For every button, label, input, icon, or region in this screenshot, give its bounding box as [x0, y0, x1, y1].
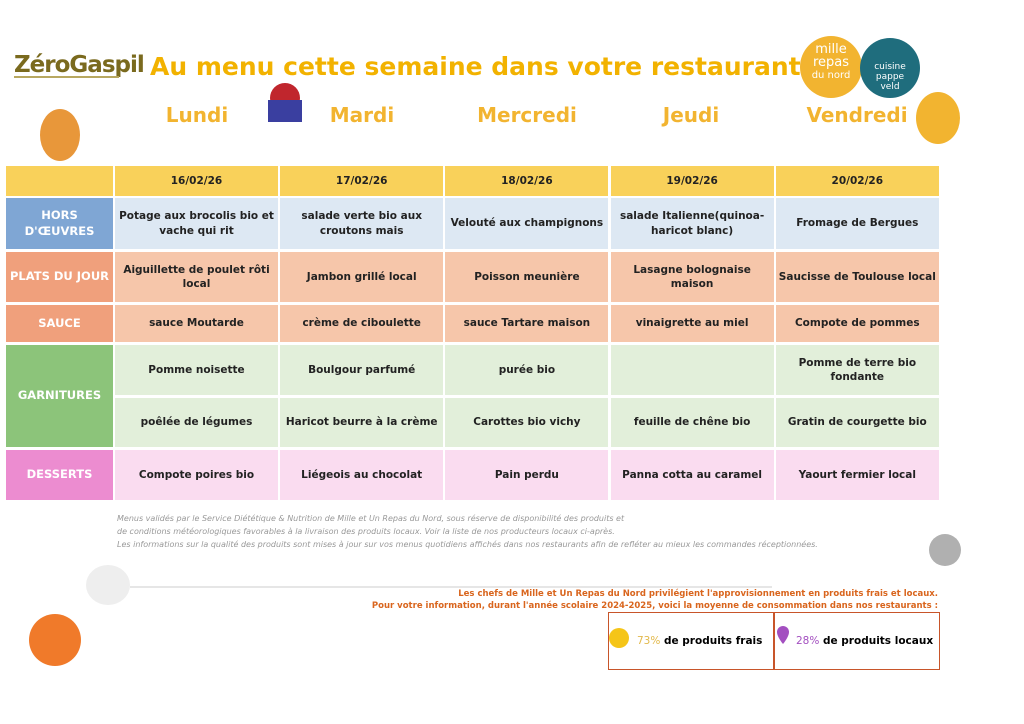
- day-name: Lundi: [165, 103, 229, 127]
- brand-text: pappe: [875, 72, 905, 82]
- menu-cell: purée bio: [445, 345, 609, 395]
- menu-cell: Aiguillette de poulet rôti local: [115, 252, 278, 302]
- row-label: DESSERTS: [6, 450, 113, 500]
- day-name: Mardi: [329, 103, 395, 127]
- stat-value: 73%: [637, 635, 661, 647]
- brand-text: repas: [812, 55, 850, 70]
- brand-text: mille: [815, 42, 847, 57]
- row-label: HORS D'ŒUVRES: [6, 198, 113, 249]
- menu-cell: Panna cotta au caramel: [610, 450, 774, 500]
- menu-cell: Velouté aux champignons: [445, 198, 609, 249]
- row-label: PLATS DU JOUR: [6, 252, 113, 302]
- header-cell: [6, 166, 113, 196]
- menu-cell: Compote de pommes: [775, 305, 939, 342]
- brand-text: veld: [880, 82, 900, 92]
- menu-cell: Haricot beurre à la crème: [280, 398, 444, 447]
- message: Pour votre information, durant l'année s…: [371, 601, 938, 611]
- note: Menus validés par le Service Diététique …: [117, 514, 625, 523]
- date-cell: 18/02/26: [445, 166, 609, 196]
- menu-cell: Pomme de terre bio fondante: [775, 345, 939, 395]
- date-cell: 20/02/26: [775, 166, 939, 196]
- date-cell: 17/02/26: [280, 166, 444, 196]
- day-name: Mercredi: [477, 103, 577, 127]
- pin-icon: [777, 626, 789, 644]
- brand-badge: cuisine pappe veld: [860, 38, 920, 98]
- date-cell: 16/02/26: [115, 166, 278, 196]
- menu-cell: vinaigrette au miel: [610, 305, 774, 342]
- title: Au menu cette semaine dans votre restaur…: [150, 52, 801, 81]
- menu-cell: salade verte bio aux croutons mais: [280, 198, 444, 249]
- stat: 28% de produits locaux: [796, 635, 933, 647]
- menu-cell: Poisson meunière: [445, 252, 609, 302]
- divider: [773, 612, 775, 670]
- brand-badge: mille repas du nord: [800, 36, 862, 98]
- note: de conditions météorologiques favorables…: [117, 527, 615, 536]
- logo: ZéroGaspil: [14, 52, 145, 78]
- menu-cell: Compote poires bio: [115, 450, 278, 500]
- menu-cell: Potage aux brocolis bio et vache qui rit: [115, 198, 278, 249]
- date-cell: 19/02/26: [610, 166, 774, 196]
- menu-cell: salade Italienne(quinoa-haricot blanc): [610, 198, 774, 249]
- menu-cell: Gratin de courgette bio: [775, 398, 939, 447]
- stat-value: 28%: [796, 635, 820, 647]
- menu-cell: Fromage de Bergues: [775, 198, 939, 249]
- row-label: SAUCE: [6, 305, 113, 342]
- menu-cell: crème de ciboulette: [280, 305, 444, 342]
- menu-cell: Carottes bio vichy: [445, 398, 609, 447]
- menu-cell: sauce Moutarde: [115, 305, 278, 342]
- row-label: GARNITURES: [6, 345, 113, 447]
- stat: 73% de produits frais: [637, 635, 762, 647]
- menu-cell: Liégeois au chocolat: [280, 450, 444, 500]
- stat-text: de produits locaux: [823, 635, 934, 647]
- menu-cell: Saucisse de Toulouse local: [775, 252, 939, 302]
- apple-icon: [609, 628, 629, 648]
- menu-cell: [610, 345, 774, 395]
- menu-cell: Pain perdu: [445, 450, 609, 500]
- menu-cell: Jambon grillé local: [280, 252, 444, 302]
- menu-cell: Lasagne bolognaise maison: [610, 252, 774, 302]
- message: Les chefs de Mille et Un Repas du Nord p…: [458, 589, 938, 599]
- stat-text: de produits frais: [664, 635, 763, 647]
- day-name: Jeudi: [662, 103, 720, 127]
- brand-text: du nord: [811, 70, 851, 81]
- logo-line: [14, 76, 119, 78]
- note: Les informations sur la qualité des prod…: [117, 540, 818, 549]
- menu-cell: Boulgour parfumé: [280, 345, 444, 395]
- menu-cell: Yaourt fermier local: [775, 450, 939, 500]
- menu-cell: poêlée de légumes: [115, 398, 278, 447]
- menu-cell: sauce Tartare maison: [445, 305, 609, 342]
- day-name: Vendredi: [806, 103, 908, 127]
- brand-text: cuisine: [874, 62, 906, 72]
- menu-cell: Pomme noisette: [115, 345, 278, 395]
- menu-cell: feuille de chêne bio: [610, 398, 774, 447]
